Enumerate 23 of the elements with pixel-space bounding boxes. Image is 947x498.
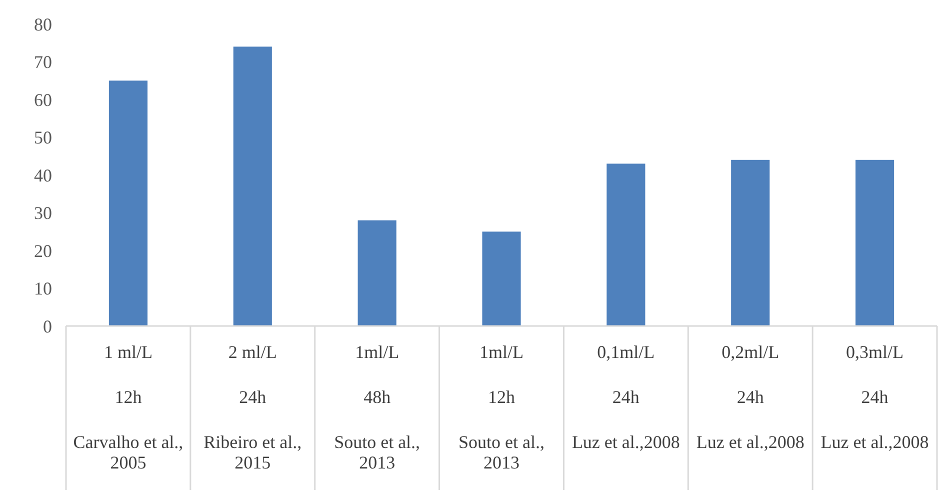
- bar: [233, 46, 272, 326]
- category-label: 0,1ml/L 24h Luz et al.,2008: [572, 342, 680, 452]
- bar: [108, 80, 148, 326]
- y-tick-label: 40: [34, 165, 52, 186]
- bar: [856, 160, 894, 326]
- category-label: 1ml/L 12h Souto et al., 2013: [458, 342, 544, 473]
- bar: [606, 164, 646, 326]
- category-label: 0,2ml/L 24h Luz et al.,2008: [696, 342, 804, 452]
- category-label: 0,3ml/L 24h Luz et al.,2008: [820, 342, 929, 452]
- y-tick-label: 10: [34, 278, 52, 299]
- y-tick-label: 30: [34, 203, 52, 224]
- bar: [482, 232, 521, 326]
- bar: [358, 220, 396, 326]
- y-tick-label: 50: [34, 128, 52, 148]
- category-label: 2 ml/L 24h Ribeiro et al., 2015: [204, 342, 302, 473]
- y-tick-label: 70: [34, 52, 52, 72]
- bar: [731, 160, 770, 326]
- y-tick-label: 80: [34, 14, 52, 34]
- y-tick-label: 60: [34, 90, 52, 110]
- y-tick-label: 20: [34, 240, 52, 261]
- category-label: 1 ml/L 12h Carvalho et al., 2005: [73, 342, 184, 473]
- category-label: 1ml/L 48h Souto et al., 2013: [334, 342, 420, 473]
- y-tick-label: 0: [43, 316, 52, 336]
